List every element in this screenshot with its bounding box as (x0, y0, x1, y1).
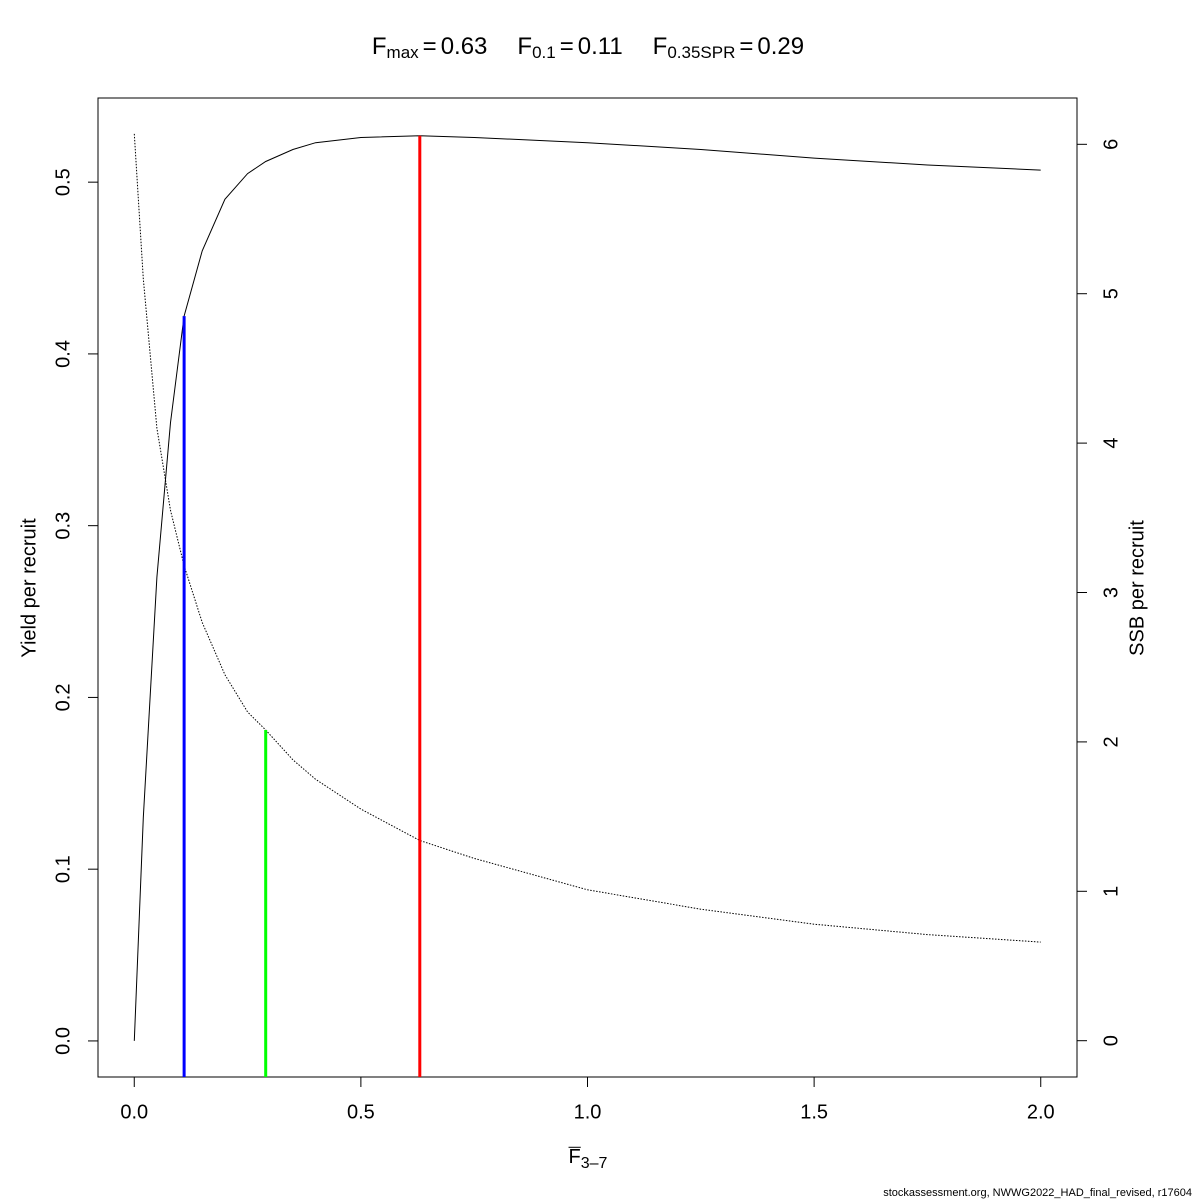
y-tick-label: 0.5 (52, 168, 74, 196)
title-relation: = (423, 33, 437, 60)
title-relation: = (739, 33, 753, 60)
y-tick-label: 0.0 (52, 1027, 74, 1055)
title-subscript: max (387, 43, 420, 62)
x-tick-label: 1.0 (574, 1101, 602, 1123)
y2-tick-label: 3 (1100, 587, 1122, 598)
title-symbol: F (372, 33, 387, 60)
x-axis-label: F3–7 (569, 1146, 608, 1172)
title-subscript: 0.1 (532, 43, 556, 62)
y2-tick-label: 4 (1100, 438, 1122, 449)
y2-tick-label: 0 (1100, 1035, 1122, 1046)
title-symbol: F (653, 33, 668, 60)
title-value: 0.63 (441, 33, 488, 60)
x-tick-label: 0.5 (347, 1101, 375, 1123)
y-tick-label: 0.3 (52, 512, 74, 540)
footer: stockassessment.org, NWWG2022_HAD_final_… (883, 1187, 1192, 1199)
x-tick-label: 2.0 (1027, 1101, 1055, 1123)
x-tick-label: 0.0 (120, 1101, 148, 1123)
x-label-subscript: 3–7 (581, 1155, 608, 1172)
yield-curve (133, 135, 1041, 1041)
title-relation: = (560, 33, 574, 60)
chart-title: Fmax = 0.63 F0.1 = 0.11 F0.35SPR = 0.29 (372, 33, 804, 62)
title-value: 0.11 (578, 33, 623, 60)
y-tick-label: 0.1 (52, 855, 74, 883)
x-tick-label: 1.5 (800, 1101, 828, 1123)
plot-frame (97, 97, 1078, 1078)
y2-tick-label: 2 (1100, 736, 1122, 747)
title-subscript: 0.35SPR (667, 43, 735, 62)
y2-tick-label: 5 (1100, 288, 1122, 299)
y2-tick-label: 6 (1100, 139, 1122, 150)
y-axis-label: Yield per recruit (18, 518, 40, 658)
title-value: 0.29 (757, 33, 804, 60)
y2-axis-label: SSB per recruit (1126, 520, 1148, 656)
title-symbol: F (517, 33, 532, 60)
y2-tick-label: 1 (1100, 886, 1122, 897)
ssb-curve (133, 133, 1041, 943)
y-tick-label: 0.4 (52, 340, 74, 368)
x-label-symbol: F (569, 1146, 581, 1168)
y-tick-label: 0.2 (52, 684, 74, 712)
